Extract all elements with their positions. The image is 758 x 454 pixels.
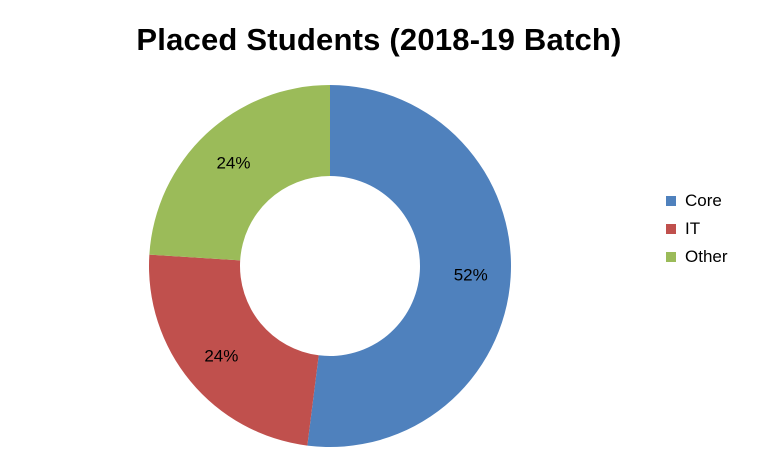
legend-swatch-other bbox=[666, 252, 676, 262]
legend-item-other: Other bbox=[666, 243, 728, 271]
slice-it bbox=[149, 254, 319, 446]
legend-item-it: IT bbox=[666, 215, 728, 243]
donut-slices bbox=[149, 85, 511, 447]
chart-title: Placed Students (2018-19 Batch) bbox=[136, 22, 622, 57]
legend-swatch-it bbox=[666, 224, 676, 234]
legend-item-core: Core bbox=[666, 187, 728, 215]
slice-core bbox=[307, 85, 511, 447]
legend-swatch-core bbox=[666, 196, 676, 206]
data-label-it: 24% bbox=[204, 346, 238, 365]
data-label-other: 24% bbox=[216, 154, 250, 173]
donut-data-labels: 52% 24% 24% bbox=[204, 154, 487, 366]
slice-other bbox=[149, 85, 330, 261]
legend-label-core: Core bbox=[685, 191, 722, 210]
legend-label-other: Other bbox=[685, 247, 728, 266]
legend-label-it: IT bbox=[685, 219, 701, 238]
data-label-core: 52% bbox=[454, 265, 488, 284]
chart-legend: Core IT Other bbox=[666, 187, 728, 271]
